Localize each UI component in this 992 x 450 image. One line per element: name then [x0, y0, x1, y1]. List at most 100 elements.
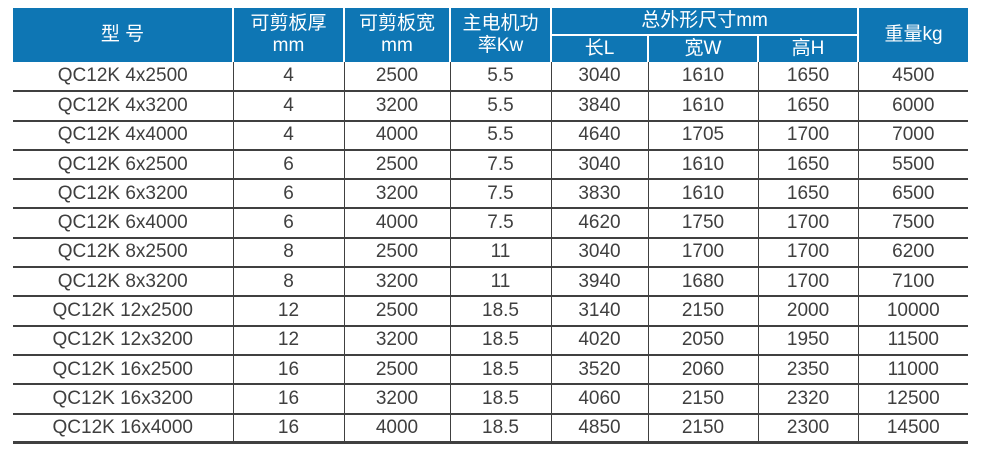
length-cell: 3940: [550, 267, 648, 297]
header-dimensions-group: 总外形尺寸mm: [549, 8, 859, 36]
height-cell: 1700: [757, 267, 859, 297]
header-model-label: 型 号: [100, 24, 145, 46]
model-cell: QC12K 4x4000: [57, 124, 188, 146]
height-cell: 1700: [757, 237, 859, 268]
height-cell: 2350: [757, 354, 859, 385]
header-row-sub: 长L 宽W 高H: [13, 35, 968, 62]
thickness-cell: 4: [232, 91, 344, 121]
height-cell: 1650: [757, 149, 859, 180]
height-cell: 1950: [757, 325, 859, 355]
weight-cell: 11000: [857, 354, 969, 385]
dim-width-cell: 1750: [647, 208, 758, 238]
table-row: QC12K 12x3200 12 3200 18.5 4020 2050 1950 11500: [13, 325, 969, 355]
power-cell: 5.5: [449, 62, 551, 92]
length-cell: 4020: [550, 325, 648, 355]
table-row: QC12K 16x3200 16 3200 18.5 4060 2150 2320 12500: [13, 384, 969, 414]
table-row: QC12K 12x2500 12 2500 18.5 3140 2150 2000 10000: [13, 296, 969, 326]
power-cell: 11: [449, 267, 551, 297]
header-thickness-line2: mm: [272, 35, 305, 56]
width-cell: 2500: [343, 149, 450, 180]
table-row: QC12K 6x4000 6 4000 7.5 4620 1750 1700 7500: [13, 208, 969, 238]
weight-cell: 7000: [857, 120, 969, 150]
weight-cell: 6500: [857, 179, 969, 209]
width-cell: 3200: [343, 267, 450, 297]
weight-cell: 7100: [857, 267, 969, 297]
dim-width-cell: 2060: [647, 354, 758, 385]
model-cell: QC12K 4x2500: [57, 65, 188, 87]
thickness-cell: 6: [232, 179, 344, 209]
dim-width-cell: 2150: [647, 296, 758, 326]
table-row: QC12K 4x3200 4 3200 5.5 3840 1610 1650 6000: [13, 91, 969, 121]
weight-cell: 6200: [857, 237, 969, 268]
thickness-cell: 8: [232, 237, 344, 268]
header-width-line2: mm: [381, 35, 413, 56]
weight-cell: 4500: [857, 62, 969, 92]
dim-width-cell: 1680: [647, 267, 758, 297]
weight-cell: 11500: [857, 325, 969, 355]
header-row-main: 型 号 可剪板厚 mm 可剪板宽 mm 主电机功 率Kw 总外形尺寸mm 重量k…: [13, 8, 969, 62]
table-row: QC12K 4x2500 4 2500 5.5 3040 1610 1650 4500: [13, 62, 969, 92]
table-row: QC12K 8x2500 8 2500 11 3040 1700 1700 6200: [13, 237, 969, 268]
power-cell: 7.5: [449, 149, 551, 180]
thickness-cell: 12: [232, 296, 344, 326]
length-cell: 4850: [550, 413, 648, 443]
model-cell: QC12K 16x2500: [52, 358, 194, 380]
width-cell: 4000: [343, 120, 450, 150]
power-cell: 7.5: [449, 208, 551, 238]
table-row: QC12K 16x2500 16 2500 18.5 3520 2060 2350 11000: [13, 354, 969, 385]
model-cell: QC12K 16x4000: [52, 416, 194, 438]
header-dimensions-label: 总外形尺寸mm: [641, 10, 768, 32]
header-thickness-line1: 可剪板厚: [250, 13, 327, 35]
length-cell: 4640: [550, 120, 648, 150]
dim-width-cell: 1610: [647, 149, 758, 180]
thickness-cell: 6: [232, 149, 344, 180]
thickness-cell: 8: [232, 267, 344, 297]
length-cell: 3830: [550, 179, 648, 209]
dim-width-cell: 2150: [647, 384, 758, 414]
model-cell: QC12K 6x3200: [57, 182, 188, 204]
thickness-cell: 16: [232, 413, 344, 443]
power-cell: 18.5: [449, 354, 551, 385]
length-cell: 3520: [550, 354, 648, 385]
power-cell: 5.5: [449, 91, 551, 121]
dim-width-cell: 2150: [647, 413, 758, 443]
height-cell: 1700: [757, 208, 859, 238]
power-cell: 18.5: [449, 384, 551, 414]
table-row: QC12K 6x2500 6 2500 7.5 3040 1610 1650 5500: [13, 149, 969, 180]
power-cell: 7.5: [449, 179, 551, 209]
table-header: 型 号 可剪板厚 mm 可剪板宽 mm 主电机功 率Kw 总外形尺寸mm 重量k…: [13, 8, 969, 62]
model-cell: QC12K 6x4000: [57, 212, 188, 234]
weight-cell: 14500: [857, 413, 969, 443]
width-cell: 3200: [343, 325, 450, 355]
power-cell: 18.5: [449, 296, 551, 326]
power-cell: 18.5: [449, 413, 551, 443]
table-row: QC12K 8x3200 8 3200 11 3940 1680 1700 7100: [13, 267, 969, 297]
width-cell: 2500: [343, 62, 450, 92]
height-cell: 1700: [757, 120, 859, 150]
model-cell: QC12K 12x2500: [52, 300, 194, 322]
length-cell: 3140: [550, 296, 648, 326]
thickness-cell: 4: [232, 62, 344, 92]
height-cell: 1650: [757, 179, 859, 209]
thickness-cell: 6: [232, 208, 344, 238]
weight-cell: 5500: [857, 149, 969, 180]
header-model: 型 号: [13, 8, 233, 62]
weight-cell: 10000: [857, 296, 969, 326]
power-cell: 5.5: [449, 120, 551, 150]
length-cell: 3040: [550, 237, 648, 268]
header-power-line1: 主电机功: [462, 13, 539, 35]
length-cell: 3040: [550, 62, 648, 92]
power-cell: 11: [449, 237, 551, 268]
model-cell: QC12K 8x2500: [57, 241, 188, 263]
header-weight: 重量kg: [857, 8, 969, 62]
weight-cell: 12500: [857, 384, 969, 414]
thickness-cell: 16: [232, 354, 344, 385]
header-power: 主电机功 率Kw: [449, 8, 551, 62]
height-cell: 2000: [757, 296, 859, 326]
header-power-line2: 率Kw: [477, 35, 524, 56]
height-cell: 1650: [757, 91, 859, 121]
width-cell: 3200: [343, 384, 450, 414]
header-width-line1: 可剪板宽: [358, 13, 435, 35]
model-cell: QC12K 12x3200: [52, 329, 194, 351]
length-cell: 3840: [550, 91, 648, 121]
